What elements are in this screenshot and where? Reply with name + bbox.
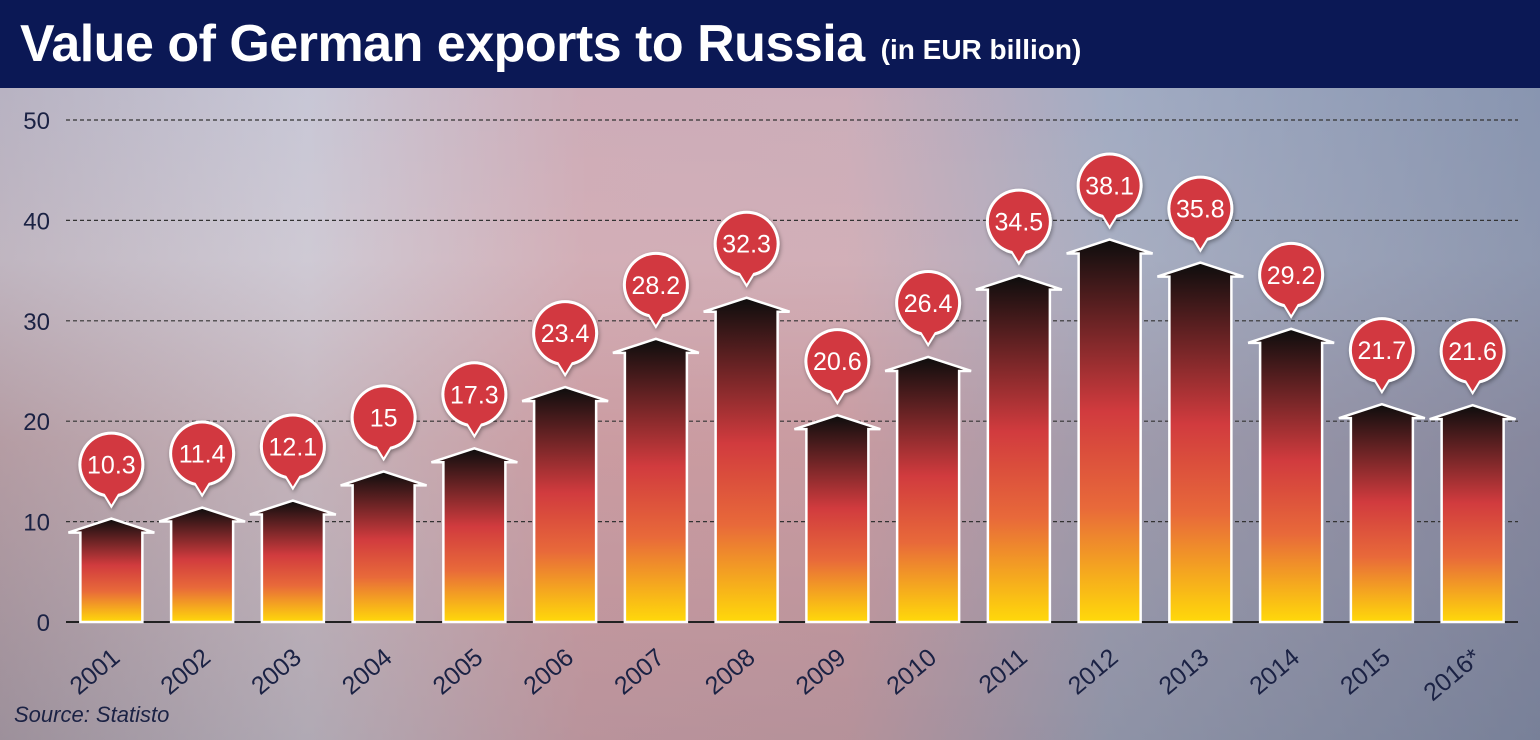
bar: [340, 470, 428, 624]
data-label-bubble: [1076, 152, 1143, 230]
data-label: 17.3: [450, 381, 499, 409]
data-label: 38.1: [1085, 172, 1134, 200]
x-axis: 2001 2002 2003 2004 2005 2006 2007 2008 2009 2010…: [65, 643, 1487, 707]
data-label-bubble: [622, 251, 689, 329]
data-label-bubble: [532, 300, 599, 378]
data-label: 11.4: [179, 441, 226, 469]
data-label-bubble: [1258, 241, 1325, 319]
x-tick-label: 2012: [1063, 643, 1124, 700]
x-tick-label: 2010: [881, 643, 942, 700]
y-tick-label: 0: [37, 610, 50, 637]
bar: [249, 499, 337, 624]
chart-subtitle: (in EUR billion): [880, 34, 1082, 65]
x-tick-label: 2016*: [1418, 643, 1486, 707]
data-label-bubble: [441, 361, 508, 439]
x-tick-label: 2003: [246, 643, 307, 700]
bar: [1066, 238, 1154, 624]
bar: [612, 337, 700, 624]
data-label-bubble: [78, 431, 145, 509]
chart-title: Value of German exports to Russia: [20, 15, 865, 73]
x-tick-label: 2005: [428, 643, 489, 700]
bar: [703, 296, 791, 624]
bar: [67, 517, 155, 624]
data-label: 10.3: [87, 452, 136, 480]
source-note: Source: Statisto: [14, 702, 170, 727]
data-label: 23.4: [541, 320, 590, 348]
x-tick-label: 2008: [700, 643, 761, 700]
bar: [1429, 403, 1517, 624]
data-label: 12.1: [269, 434, 318, 462]
bar: [430, 446, 518, 624]
bar: [1338, 402, 1426, 624]
y-tick-label: 40: [23, 208, 50, 235]
bar: [1247, 327, 1335, 624]
bar: [884, 355, 972, 624]
bars: [67, 238, 1517, 624]
data-label-bubble: [1167, 175, 1234, 253]
bar: [521, 385, 609, 624]
data-label: 35.8: [1176, 196, 1225, 224]
x-tick-label: 2009: [791, 643, 852, 700]
x-tick-label: 2013: [1154, 643, 1215, 700]
bar: [158, 506, 246, 624]
data-label: 15: [370, 404, 398, 432]
data-label: 21.6: [1448, 338, 1497, 366]
x-tick-label: 2001: [65, 643, 126, 700]
data-label: 29.2: [1267, 262, 1316, 290]
title-bar: Value of German exports to Russia (in EU…: [0, 0, 1540, 88]
data-label-bubble: [1439, 318, 1506, 396]
data-label: 28.2: [632, 272, 681, 300]
y-tick-label: 50: [23, 108, 50, 135]
data-label: 32.3: [722, 231, 771, 259]
data-labels: 10.3 11.4 12.1 15 17.3 23.4 28.2 32.3 20.6 26.4 34…: [78, 152, 1506, 509]
data-label-bubble: [804, 328, 871, 406]
x-tick-label: 2014: [1244, 643, 1305, 700]
data-label-bubble: [1348, 317, 1415, 395]
bar: [793, 413, 881, 624]
y-tick-label: 20: [23, 409, 50, 436]
data-label: 21.7: [1358, 337, 1407, 365]
data-label: 34.5: [995, 209, 1044, 237]
x-tick-label: 2002: [155, 643, 216, 700]
x-tick-label: 2004: [337, 643, 398, 700]
data-label: 20.6: [813, 348, 862, 376]
bar: [975, 274, 1063, 624]
data-label-bubble: [259, 413, 326, 491]
x-tick-label: 2007: [609, 643, 670, 700]
x-tick-label: 2015: [1335, 643, 1396, 700]
data-label-bubble: [169, 420, 236, 498]
data-label-bubble: [895, 269, 962, 347]
data-label-bubble: [350, 384, 417, 462]
x-tick-label: 2006: [518, 643, 579, 700]
y-tick-label: 30: [23, 309, 50, 336]
x-tick-label: 2011: [974, 643, 1033, 699]
data-label-bubble: [713, 210, 780, 288]
bar: [1156, 261, 1244, 624]
data-label-bubble: [985, 188, 1052, 266]
data-label: 26.4: [904, 290, 953, 318]
y-tick-label: 10: [23, 510, 50, 537]
